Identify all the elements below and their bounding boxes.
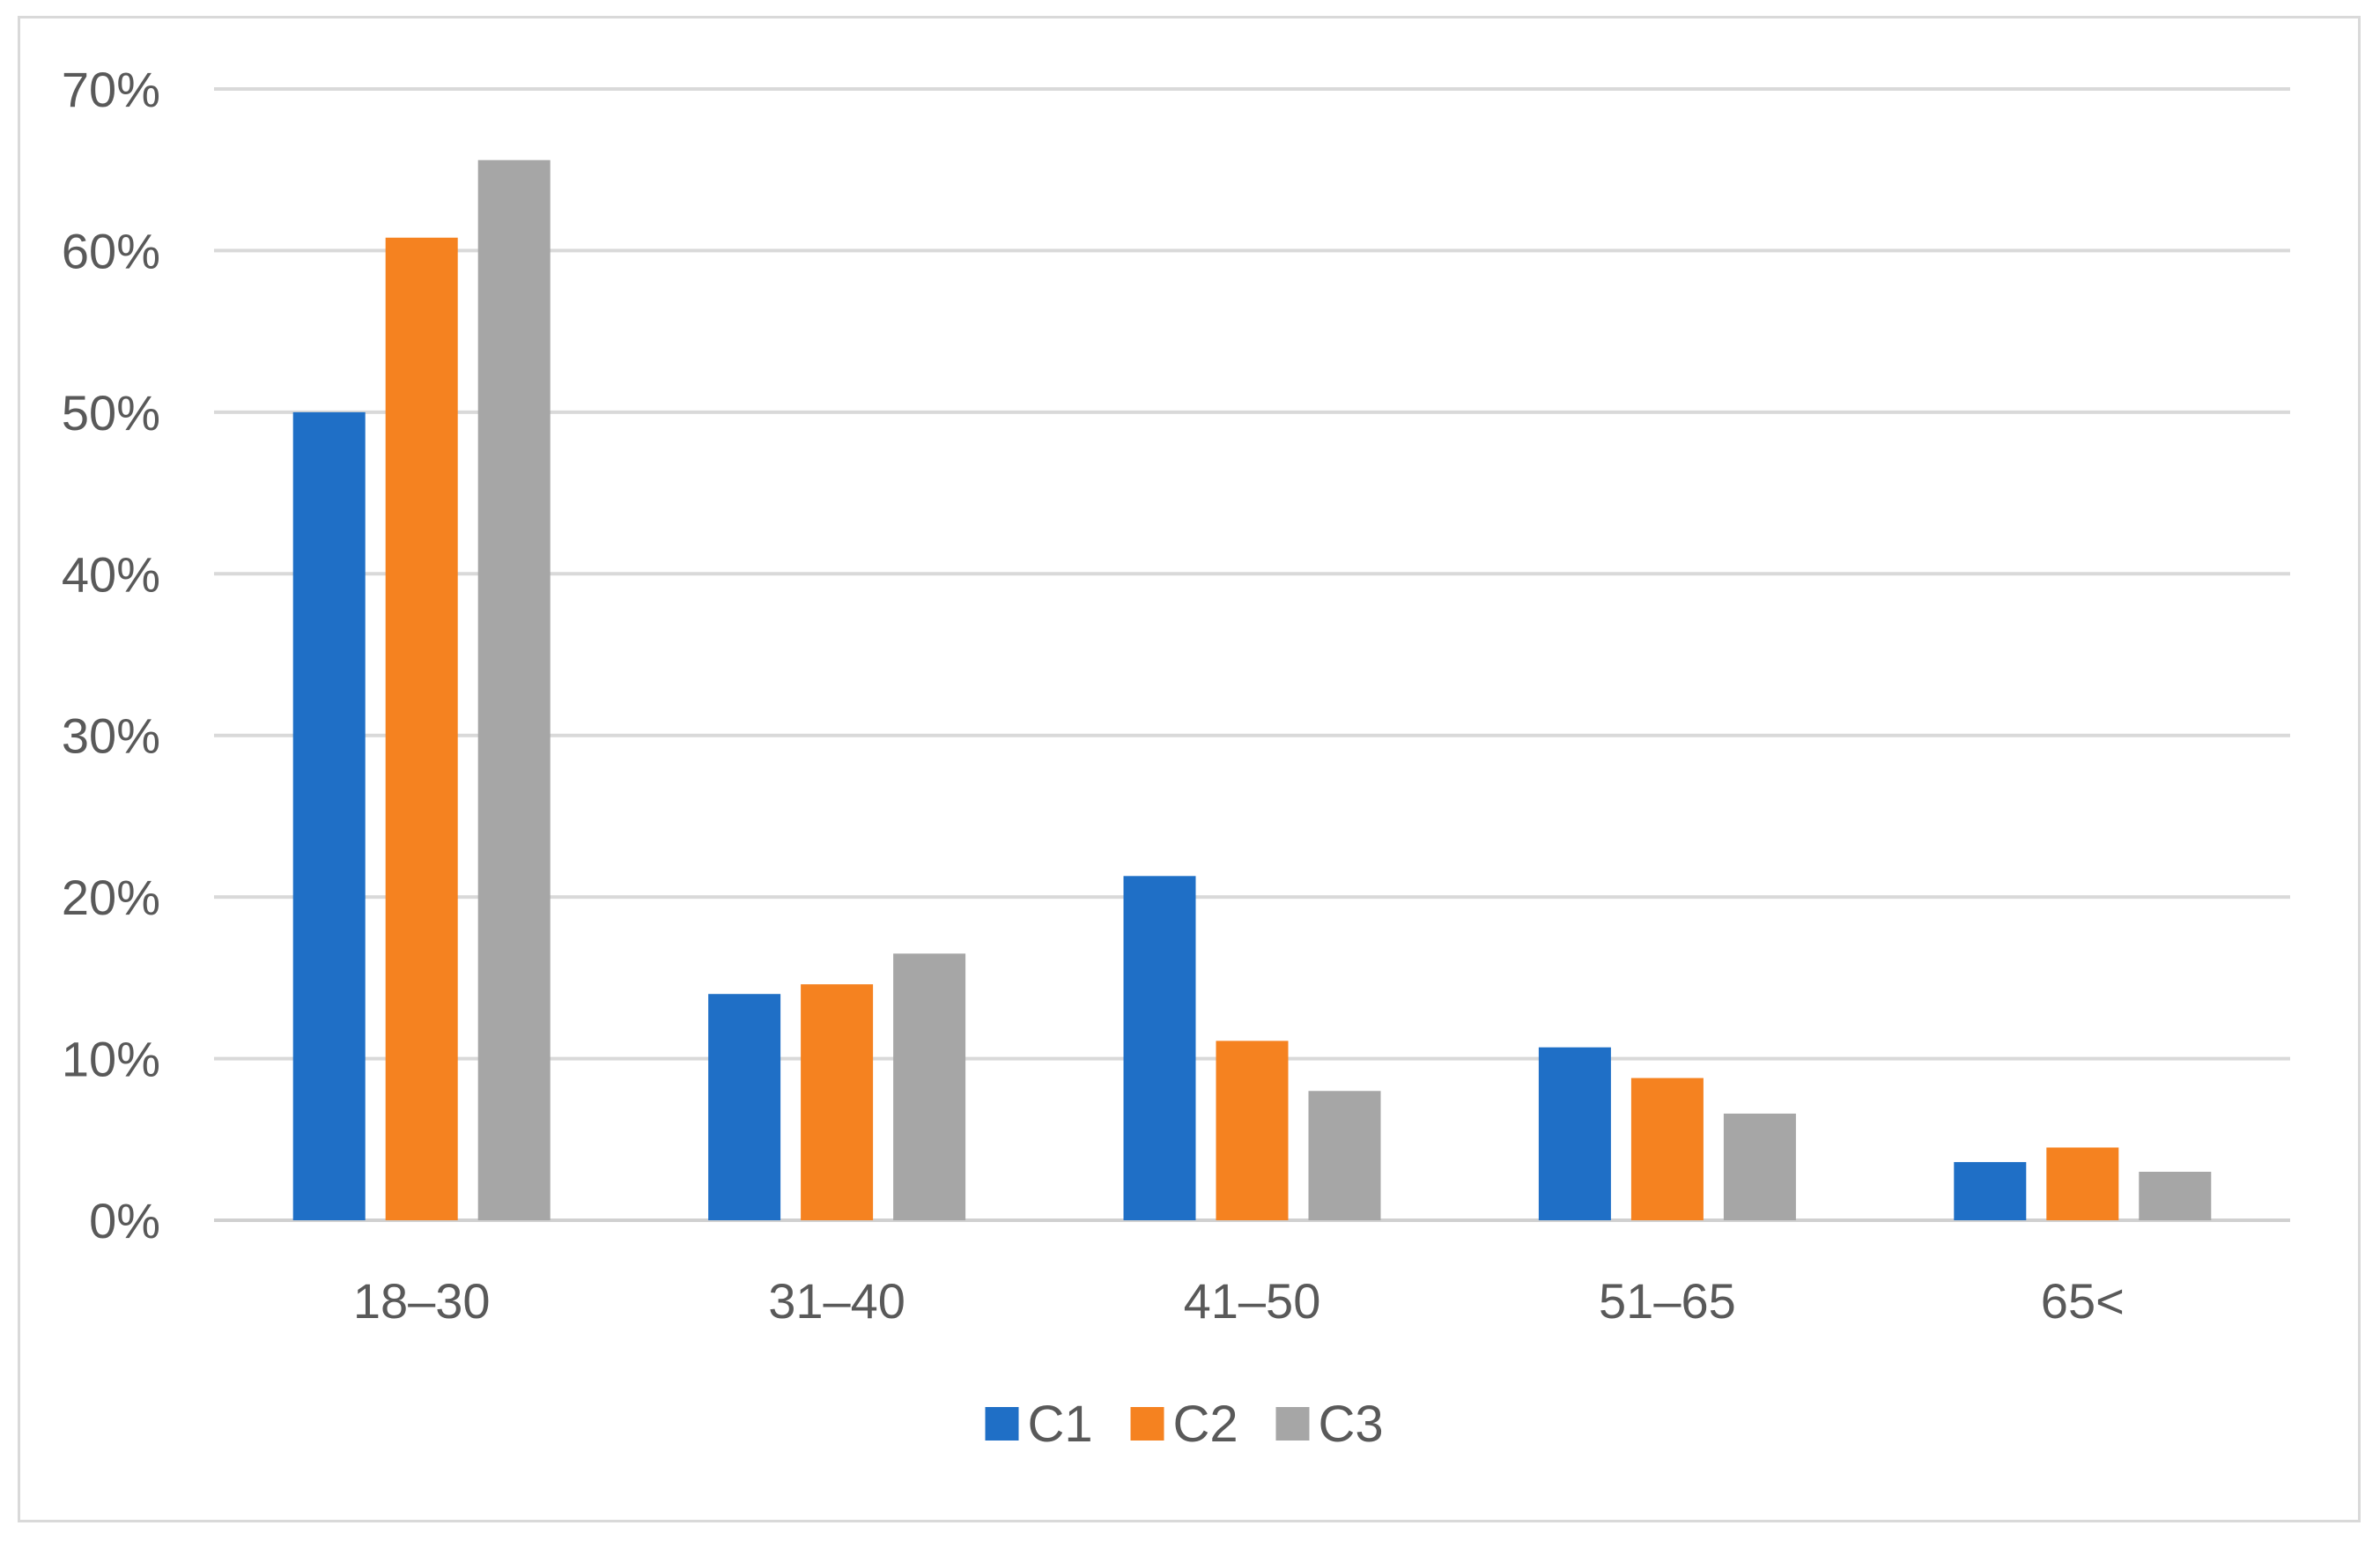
gridlines bbox=[214, 87, 2290, 1222]
legend-label-c2: C2 bbox=[1173, 1396, 1238, 1453]
legend: C1 C2 C3 bbox=[985, 1396, 1384, 1453]
bar-c1-4 bbox=[1954, 1161, 2027, 1220]
y-tick-label: 70% bbox=[62, 62, 160, 117]
legend-swatch-c1 bbox=[985, 1407, 1019, 1441]
bar-c2-4 bbox=[2046, 1147, 2119, 1220]
y-tick-label: 0% bbox=[89, 1193, 160, 1248]
bar-c3-2 bbox=[1308, 1091, 1381, 1220]
y-tick-label: 10% bbox=[62, 1032, 160, 1087]
x-tick-label: 51–65 bbox=[1599, 1273, 1736, 1329]
legend-swatch-c3 bbox=[1275, 1407, 1310, 1441]
legend-label-c1: C1 bbox=[1028, 1396, 1093, 1453]
bars bbox=[292, 159, 2212, 1220]
y-tick-label: 30% bbox=[62, 708, 160, 764]
y-tick-label: 20% bbox=[62, 870, 160, 925]
x-tick-label: 18–30 bbox=[353, 1273, 491, 1329]
bar-c3-0 bbox=[477, 159, 551, 1220]
x-tick-label: 65< bbox=[2041, 1273, 2125, 1329]
y-tick-label: 50% bbox=[62, 385, 160, 441]
x-axis-labels: 18–30 31–40 41–50 51–65 65< bbox=[353, 1273, 2125, 1329]
bar-c2-1 bbox=[801, 984, 874, 1220]
bar-c1-2 bbox=[1123, 876, 1196, 1220]
bar-c3-3 bbox=[1723, 1113, 1796, 1220]
y-axis-labels: 0% 10% 20% 30% 40% 50% 60% 70% bbox=[62, 62, 160, 1248]
x-tick-label: 41–50 bbox=[1184, 1273, 1321, 1329]
bar-c1-0 bbox=[292, 411, 366, 1220]
legend-label-c3: C3 bbox=[1319, 1396, 1384, 1453]
bar-c1-1 bbox=[708, 994, 781, 1220]
bar-c2-2 bbox=[1216, 1041, 1289, 1220]
bar-c2-0 bbox=[385, 237, 458, 1220]
bar-c2-3 bbox=[1630, 1078, 1704, 1220]
y-tick-label: 40% bbox=[62, 546, 160, 602]
bar-c3-4 bbox=[2139, 1171, 2212, 1220]
x-tick-label: 31–40 bbox=[768, 1273, 905, 1329]
legend-swatch-c2 bbox=[1130, 1407, 1164, 1441]
bar-c3-1 bbox=[893, 953, 966, 1220]
bar-c1-3 bbox=[1538, 1047, 1611, 1220]
y-tick-label: 60% bbox=[62, 223, 160, 278]
